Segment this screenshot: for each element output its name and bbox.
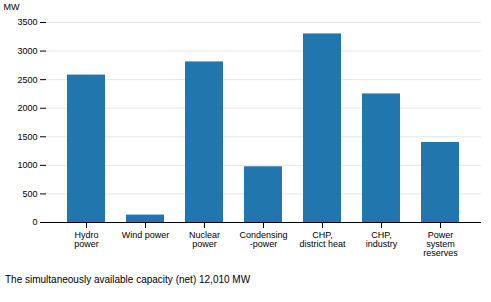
svg-text:Powersystemreserves: Powersystemreserves xyxy=(423,230,458,258)
svg-text:0: 0 xyxy=(32,217,37,227)
svg-text:500: 500 xyxy=(22,189,37,199)
svg-text:Wind power: Wind power xyxy=(122,230,170,240)
svg-text:1000: 1000 xyxy=(17,160,37,170)
svg-text:3500: 3500 xyxy=(17,17,37,27)
svg-text:Hydropower: Hydropower xyxy=(74,230,99,249)
svg-text:MW: MW xyxy=(4,2,20,12)
svg-text:2500: 2500 xyxy=(17,75,37,85)
svg-text:3000: 3000 xyxy=(17,46,37,56)
svg-text:CHP,industry: CHP,industry xyxy=(366,230,398,249)
svg-text:Condensing-power: Condensing-power xyxy=(239,230,287,249)
html-text:The simultaneously available c: The simultaneously available capacity (n… xyxy=(5,274,251,285)
svg-text:CHP,district heat: CHP,district heat xyxy=(299,230,346,249)
svg-text:Nuclearpower: Nuclearpower xyxy=(189,230,220,249)
svg-text:2000: 2000 xyxy=(17,103,37,113)
svg-text:1500: 1500 xyxy=(17,132,37,142)
